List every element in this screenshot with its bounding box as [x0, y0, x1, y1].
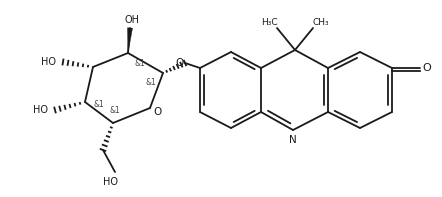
Text: H₃C: H₃C — [261, 18, 277, 27]
Text: HO: HO — [42, 57, 57, 67]
Text: O: O — [154, 107, 162, 117]
Text: HO: HO — [34, 105, 49, 115]
Text: &1: &1 — [135, 59, 145, 68]
Text: OH: OH — [125, 15, 140, 25]
Text: &1: &1 — [110, 106, 120, 114]
Text: N: N — [289, 135, 297, 145]
Text: O: O — [176, 58, 184, 68]
Polygon shape — [127, 28, 133, 53]
Text: &1: &1 — [145, 77, 156, 86]
Text: O: O — [423, 63, 431, 73]
Text: CH₃: CH₃ — [312, 18, 329, 27]
Text: &1: &1 — [94, 99, 104, 109]
Text: HO: HO — [103, 177, 118, 187]
